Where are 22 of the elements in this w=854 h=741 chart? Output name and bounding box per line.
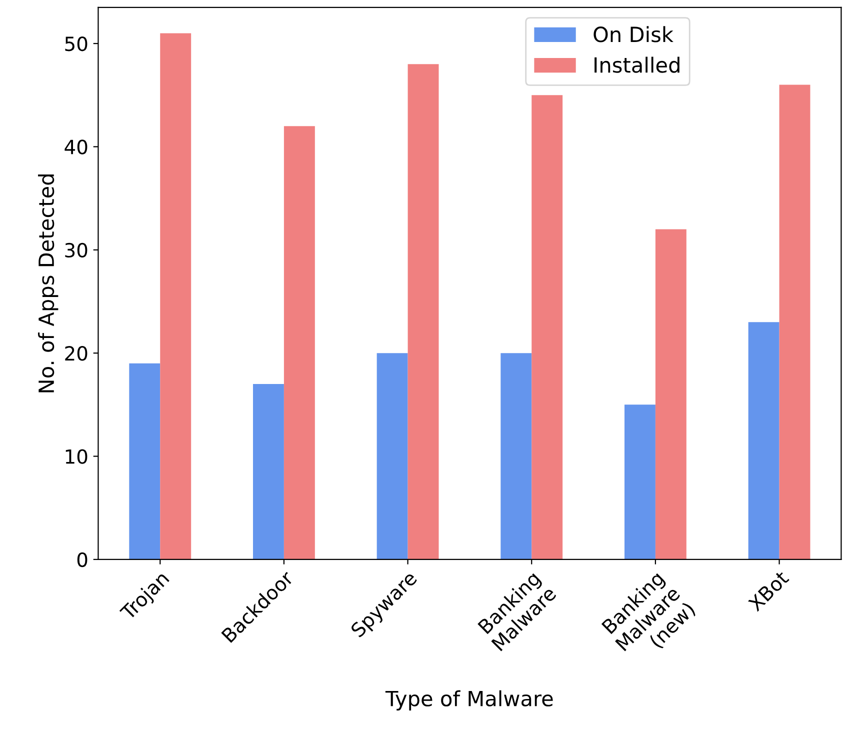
- bar: [655, 229, 686, 560]
- bar: [129, 363, 160, 560]
- bar: [532, 95, 563, 560]
- y-tick-label: 0: [77, 552, 88, 568]
- y-tick-label: 40: [64, 140, 88, 154]
- y-tick-label: 30: [65, 242, 88, 258]
- legend-label: Installed: [594, 56, 680, 73]
- bar: [376, 353, 408, 560]
- y-axis-title: No. of Apps Detected: [38, 174, 58, 392]
- y-tick-label: 10: [66, 449, 88, 464]
- x-axis-title: Type of Malware: [385, 690, 553, 710]
- bar: [779, 84, 810, 560]
- bar: [624, 404, 656, 560]
- bar: [748, 322, 780, 560]
- bar: [253, 384, 284, 560]
- bar: [284, 126, 315, 560]
- legend-label: On Disk: [594, 26, 674, 42]
- bar: [160, 33, 192, 560]
- bar: [408, 64, 439, 560]
- y-tick-label: 20: [65, 346, 88, 361]
- bar: [500, 353, 532, 560]
- y-tick-label: 50: [65, 36, 88, 52]
